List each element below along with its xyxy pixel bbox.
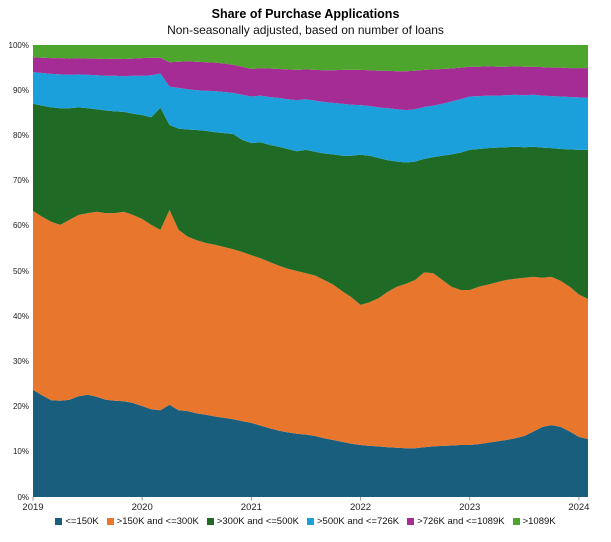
legend-swatch <box>55 518 63 525</box>
y-axis-tick-label: 50% <box>12 266 29 276</box>
legend-label: >150K and <=300K <box>116 516 199 527</box>
legend-item-6: >1089K <box>512 516 556 527</box>
chart-title: Share of Purchase Applications <box>211 7 400 21</box>
legend-item-5: >726K and <=1089K <box>407 516 505 527</box>
x-axis-tick-label: 2022 <box>349 502 372 513</box>
legend-swatch <box>106 518 114 525</box>
x-axis-tick-label: 2020 <box>131 502 153 513</box>
legend-label: >500K and <=726K <box>316 516 400 527</box>
legend-swatch <box>306 518 314 525</box>
legend-label: >300K and <=500K <box>216 516 299 527</box>
legend-label: >1089K <box>522 516 556 527</box>
x-axis-tick-label: 2021 <box>240 502 262 513</box>
y-axis-tick-label: 0% <box>17 492 29 502</box>
y-axis-tick-label: 80% <box>12 130 29 140</box>
legend-label: <=150K <box>65 516 99 527</box>
y-axis-tick-label: 30% <box>12 356 29 366</box>
x-axis-tick-label: 2023 <box>459 502 481 513</box>
y-axis-tick-label: 40% <box>12 311 29 321</box>
y-axis-tick-label: 60% <box>12 221 29 231</box>
y-axis-tick-label: 70% <box>12 176 29 186</box>
legend-item-4: >500K and <=726K <box>306 516 400 527</box>
legend: <=150K >150K and <=300K >300K and <=500K >5… <box>0 516 611 527</box>
legend-swatch <box>512 518 520 525</box>
area-series-2 <box>33 210 588 449</box>
x-axis-tick-label: 2019 <box>22 502 44 513</box>
y-axis-tick-label: 100% <box>8 40 29 50</box>
x-axis-tick-label: 2024 <box>568 502 590 513</box>
legend-item-1: <=150K <box>55 516 99 527</box>
area-series-3 <box>33 103 588 305</box>
legend-item-3: >300K and <=500K <box>206 516 299 527</box>
legend-swatch <box>206 518 214 525</box>
area-series-1 <box>33 389 588 497</box>
area-series-4 <box>33 72 588 163</box>
legend-item-2: >150K and <=300K <box>106 516 199 527</box>
y-axis-tick-label: 90% <box>12 85 29 95</box>
area-series-6 <box>33 45 588 72</box>
legend-swatch <box>407 518 415 525</box>
y-axis-tick-label: 10% <box>12 447 29 457</box>
legend-label: >726K and <=1089K <box>417 516 505 527</box>
area-series-5 <box>33 57 588 111</box>
chart-subtitle: Non-seasonally adjusted, based on number… <box>167 23 444 37</box>
y-axis-tick-label: 20% <box>12 402 29 412</box>
